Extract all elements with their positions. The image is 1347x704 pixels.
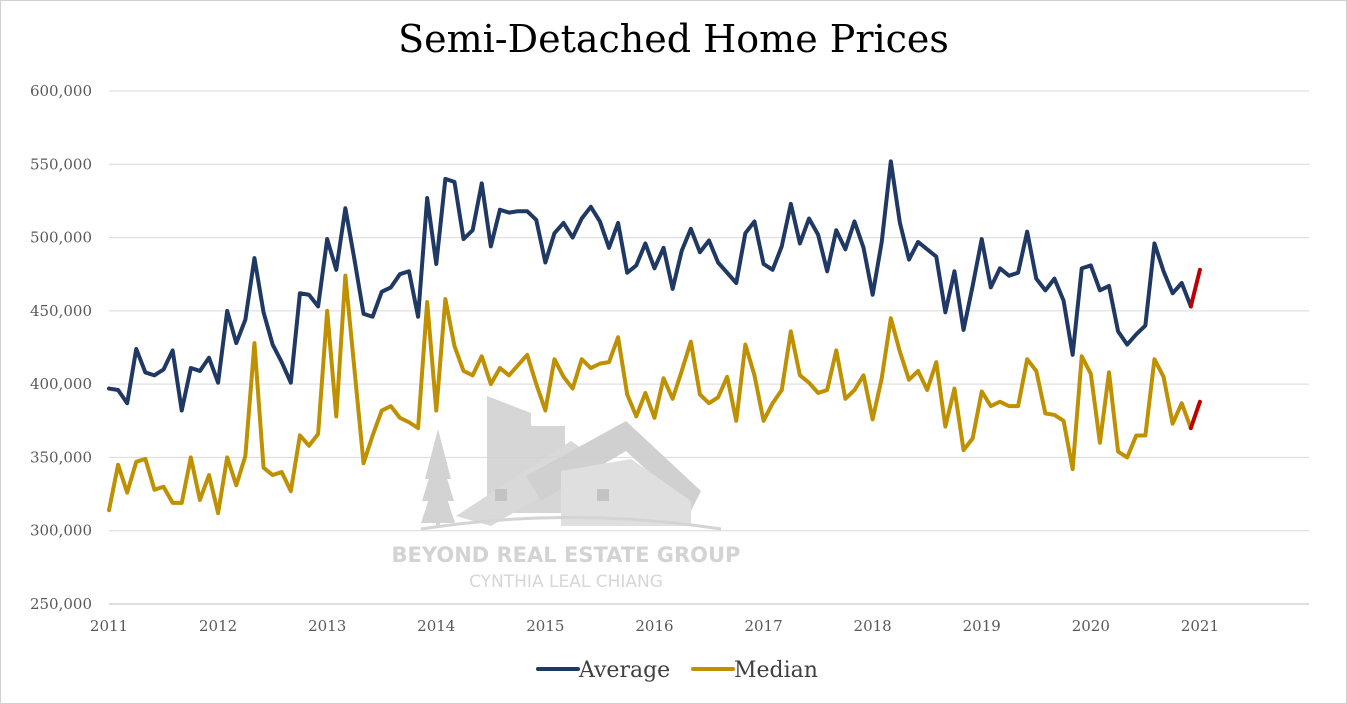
x-tick-label: 2012 (199, 617, 237, 635)
x-tick-label: 2011 (90, 617, 128, 635)
projection-segment-average (1188, 267, 1202, 309)
x-tick-label: 2017 (744, 617, 782, 635)
series-lines (107, 159, 1202, 516)
legend-label-median: Median (734, 658, 818, 683)
watermark-line2: CYNTHIA LEAL CHIANG (469, 572, 663, 592)
x-tick-label: 2020 (1072, 617, 1110, 635)
legend-label-average: Average (578, 658, 670, 683)
legend: Average Median (536, 658, 818, 683)
series-line-average (107, 159, 1193, 413)
gridlines (109, 90, 1309, 605)
y-tick-label: 300,000 (30, 522, 92, 540)
x-tick-label: 2016 (635, 617, 673, 635)
chart-title: Semi-Detached Home Prices (398, 17, 949, 61)
y-tick-label: 500,000 (30, 229, 92, 247)
y-tick-label: 550,000 (30, 155, 92, 173)
projection-segment-median (1188, 399, 1202, 431)
y-tick-label: 250,000 (30, 595, 92, 613)
series-line-median (107, 273, 1193, 516)
x-tick-label: 2013 (308, 617, 346, 635)
axes: 250,000 300,000 350,000 400,000 450,000 500,0… (30, 82, 1219, 635)
house-icon (420, 421, 722, 531)
y-tick-label: 450,000 (30, 302, 92, 320)
x-tick-label: 2021 (1181, 617, 1219, 635)
x-tick-label: 2018 (854, 617, 892, 635)
y-tick-label: 400,000 (30, 375, 92, 393)
watermark-logo: BEYOND REAL ESTATE GROUP CYNTHIA LEAL CH… (392, 396, 741, 592)
x-tick-label: 2014 (417, 617, 455, 635)
y-tick-label: 350,000 (30, 448, 92, 466)
x-tick-label: 2015 (526, 617, 564, 635)
watermark-line1: BEYOND REAL ESTATE GROUP (392, 543, 741, 567)
y-tick-label: 600,000 (30, 82, 92, 100)
x-tick-label: 2019 (963, 617, 1001, 635)
tree-icon (421, 429, 455, 528)
